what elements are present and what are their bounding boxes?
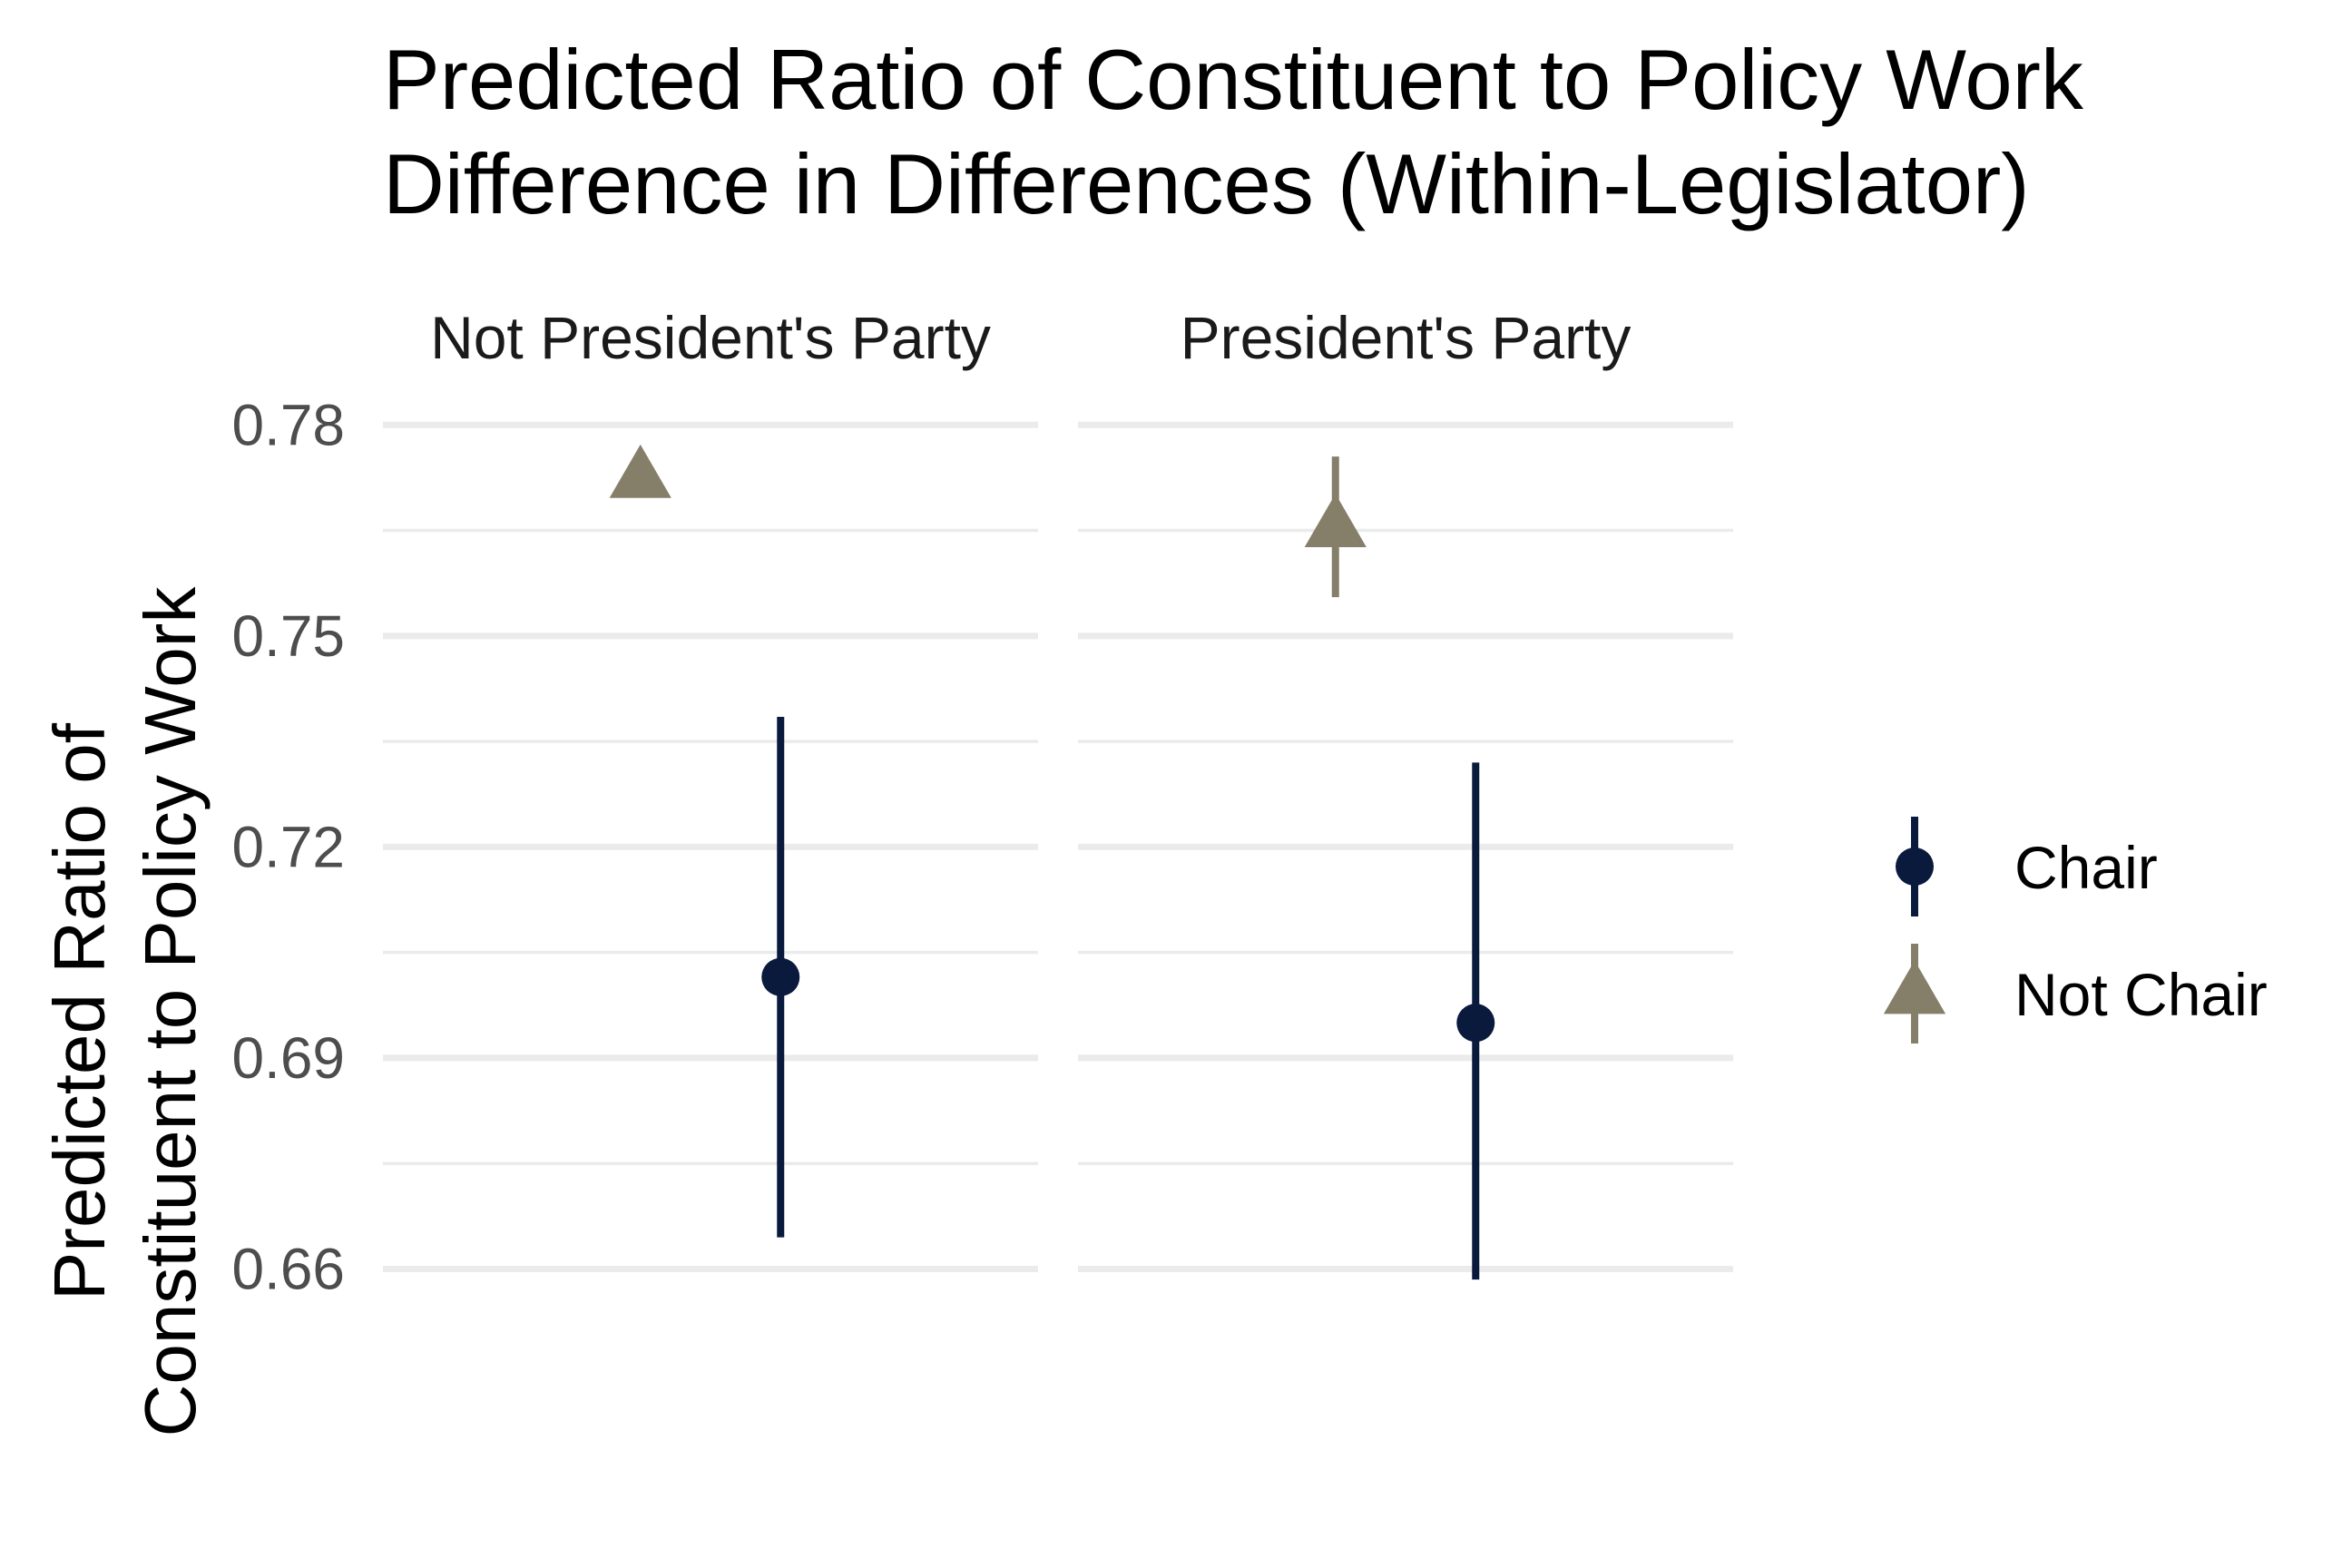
y-axis-label: Predicted Ratio of Constituent to Policy… xyxy=(39,586,211,1437)
facet-panel: Not President's Party xyxy=(383,304,1038,1272)
data-point-triangle xyxy=(1304,456,1367,598)
data-point-triangle xyxy=(609,444,671,498)
chart-title-line-1: Predicted Ratio of Constituent to Policy… xyxy=(383,32,2084,127)
legend-item: Chair xyxy=(1896,817,2158,916)
data-point-circle xyxy=(1456,762,1495,1280)
y-tick-label: 0.66 xyxy=(231,1236,345,1301)
legend: Chair Not Chair xyxy=(1883,817,2268,1044)
y-axis-tick-labels: 0.66 0.69 0.72 0.75 0.78 xyxy=(231,392,345,1301)
facet-panel: President's Party xyxy=(1078,304,1733,1280)
legend-label: Chair xyxy=(2014,834,2158,901)
y-tick-label: 0.72 xyxy=(231,814,345,879)
y-axis-label-line-1: Predicted Ratio of xyxy=(39,722,120,1300)
point-marker-circle xyxy=(1456,1004,1495,1043)
facet-strip-label: President's Party xyxy=(1181,304,1632,371)
legend-key-circle xyxy=(1896,848,1934,886)
legend-item: Not Chair xyxy=(1883,944,2268,1044)
legend-key-triangle xyxy=(1883,960,1946,1014)
y-tick-label: 0.78 xyxy=(231,392,345,457)
legend-label: Not Chair xyxy=(2014,961,2268,1028)
point-marker-circle xyxy=(761,957,800,996)
facet-strip-label: Not President's Party xyxy=(430,304,991,371)
y-axis-label-line-2: Constituent to Policy Work xyxy=(130,586,211,1437)
point-marker-triangle xyxy=(609,444,671,498)
chart-subtitle-line: Difference in Differences (Within-Legisl… xyxy=(383,136,2030,231)
data-point-circle xyxy=(761,716,800,1238)
y-tick-label: 0.75 xyxy=(231,603,345,669)
y-tick-label: 0.69 xyxy=(231,1025,345,1091)
facet-panels: Not President's Party President's Party xyxy=(383,304,1733,1280)
chart-title: Predicted Ratio of Constituent to Policy… xyxy=(383,32,2084,231)
point-marker-triangle xyxy=(1304,494,1367,548)
